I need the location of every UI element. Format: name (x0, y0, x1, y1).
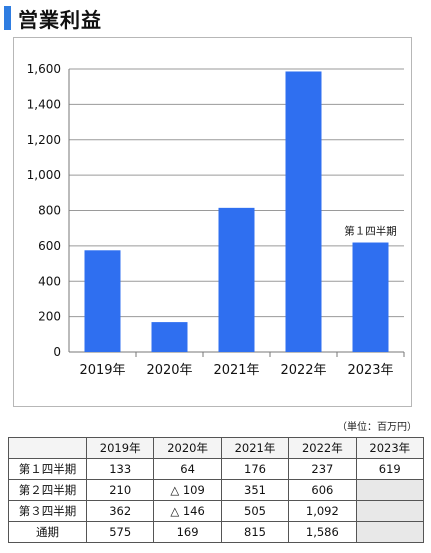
page-title: 営業利益 (18, 8, 102, 32)
table-cell: 2023年 (355, 437, 425, 459)
table-row: 第３四半期 362 △ 146 505 1,092 (8, 500, 425, 522)
table-cell: 2022年 (288, 437, 357, 459)
table-cell: 619 (355, 458, 425, 480)
table-cell: △ 109 (153, 479, 222, 501)
y-tick-label: 600 (38, 239, 61, 253)
table-row: 第２四半期 210 △ 109 351 606 (8, 479, 425, 501)
bar (84, 250, 121, 352)
table-cell: 606 (288, 479, 357, 501)
y-tick-label: 1,600 (27, 62, 61, 76)
table-cell (355, 479, 425, 501)
table-row-header: 第３四半期 (8, 500, 87, 522)
chart-frame: 0 200 400 600 800 1,000 1,200 1,400 1,600 2019年 20… (13, 37, 412, 407)
operating-profit-table: 2019年 2020年 2021年 2022年 2023年 第１四半期 133 64 176 23… (8, 437, 425, 543)
table-cell: 237 (288, 458, 357, 480)
y-tick-label: 1,400 (27, 97, 61, 111)
x-tick-label: 2021年 (213, 363, 259, 378)
y-tick-label: 0 (53, 345, 61, 359)
table-cell: 505 (220, 500, 290, 522)
table-cell: 210 (85, 479, 155, 501)
x-tick-label: 2022年 (280, 363, 326, 378)
title-accent-bar (4, 6, 11, 30)
table-row-header (8, 437, 87, 459)
table-cell: 2020年 (153, 437, 222, 459)
bar (218, 207, 255, 352)
y-tick-label: 200 (38, 310, 61, 324)
table-row-header: 第２四半期 (8, 479, 87, 501)
table-cell: 575 (85, 521, 155, 543)
bar-annotation: 第１四半期 (344, 225, 397, 238)
y-tick-label: 1,000 (27, 168, 61, 182)
section-header: 営業利益 (0, 4, 431, 32)
table-cell: 815 (220, 521, 290, 543)
table-cell: 169 (153, 521, 222, 543)
table-cell: 351 (220, 479, 290, 501)
unit-note: （単位：百万円） (337, 422, 417, 433)
table-cell: 2021年 (220, 437, 290, 459)
table-cell: 2019年 (85, 437, 155, 459)
table-row: 第１四半期 133 64 176 237 619 (8, 458, 425, 480)
bar (285, 71, 322, 352)
table-row-header: 通期 (8, 521, 87, 543)
x-tick-label: 2019年 (79, 363, 125, 378)
table-row: 通期 575 169 815 1,586 (8, 521, 425, 543)
bar (352, 242, 389, 352)
table-cell (355, 500, 425, 522)
x-tick-label: 2023年 (347, 363, 393, 378)
table-cell (355, 521, 425, 543)
table-cell: 1,586 (288, 521, 357, 543)
bar (151, 322, 188, 352)
table-cell: 133 (85, 458, 155, 480)
y-tick-label: 800 (38, 204, 61, 218)
table-header-row: 2019年 2020年 2021年 2022年 2023年 (8, 437, 425, 459)
table-cell: 176 (220, 458, 290, 480)
y-tick-label: 1,200 (27, 133, 61, 147)
table-cell: △ 146 (153, 500, 222, 522)
y-tick-label: 400 (38, 274, 61, 288)
x-tick-label: 2020年 (146, 363, 192, 378)
table-cell: 64 (153, 458, 222, 480)
table-cell: 362 (85, 500, 155, 522)
table-cell: 1,092 (288, 500, 357, 522)
table-row-header: 第１四半期 (8, 458, 87, 480)
operating-profit-bar-chart: 0 200 400 600 800 1,000 1,200 1,400 1,600 2019年 20… (27, 62, 405, 378)
